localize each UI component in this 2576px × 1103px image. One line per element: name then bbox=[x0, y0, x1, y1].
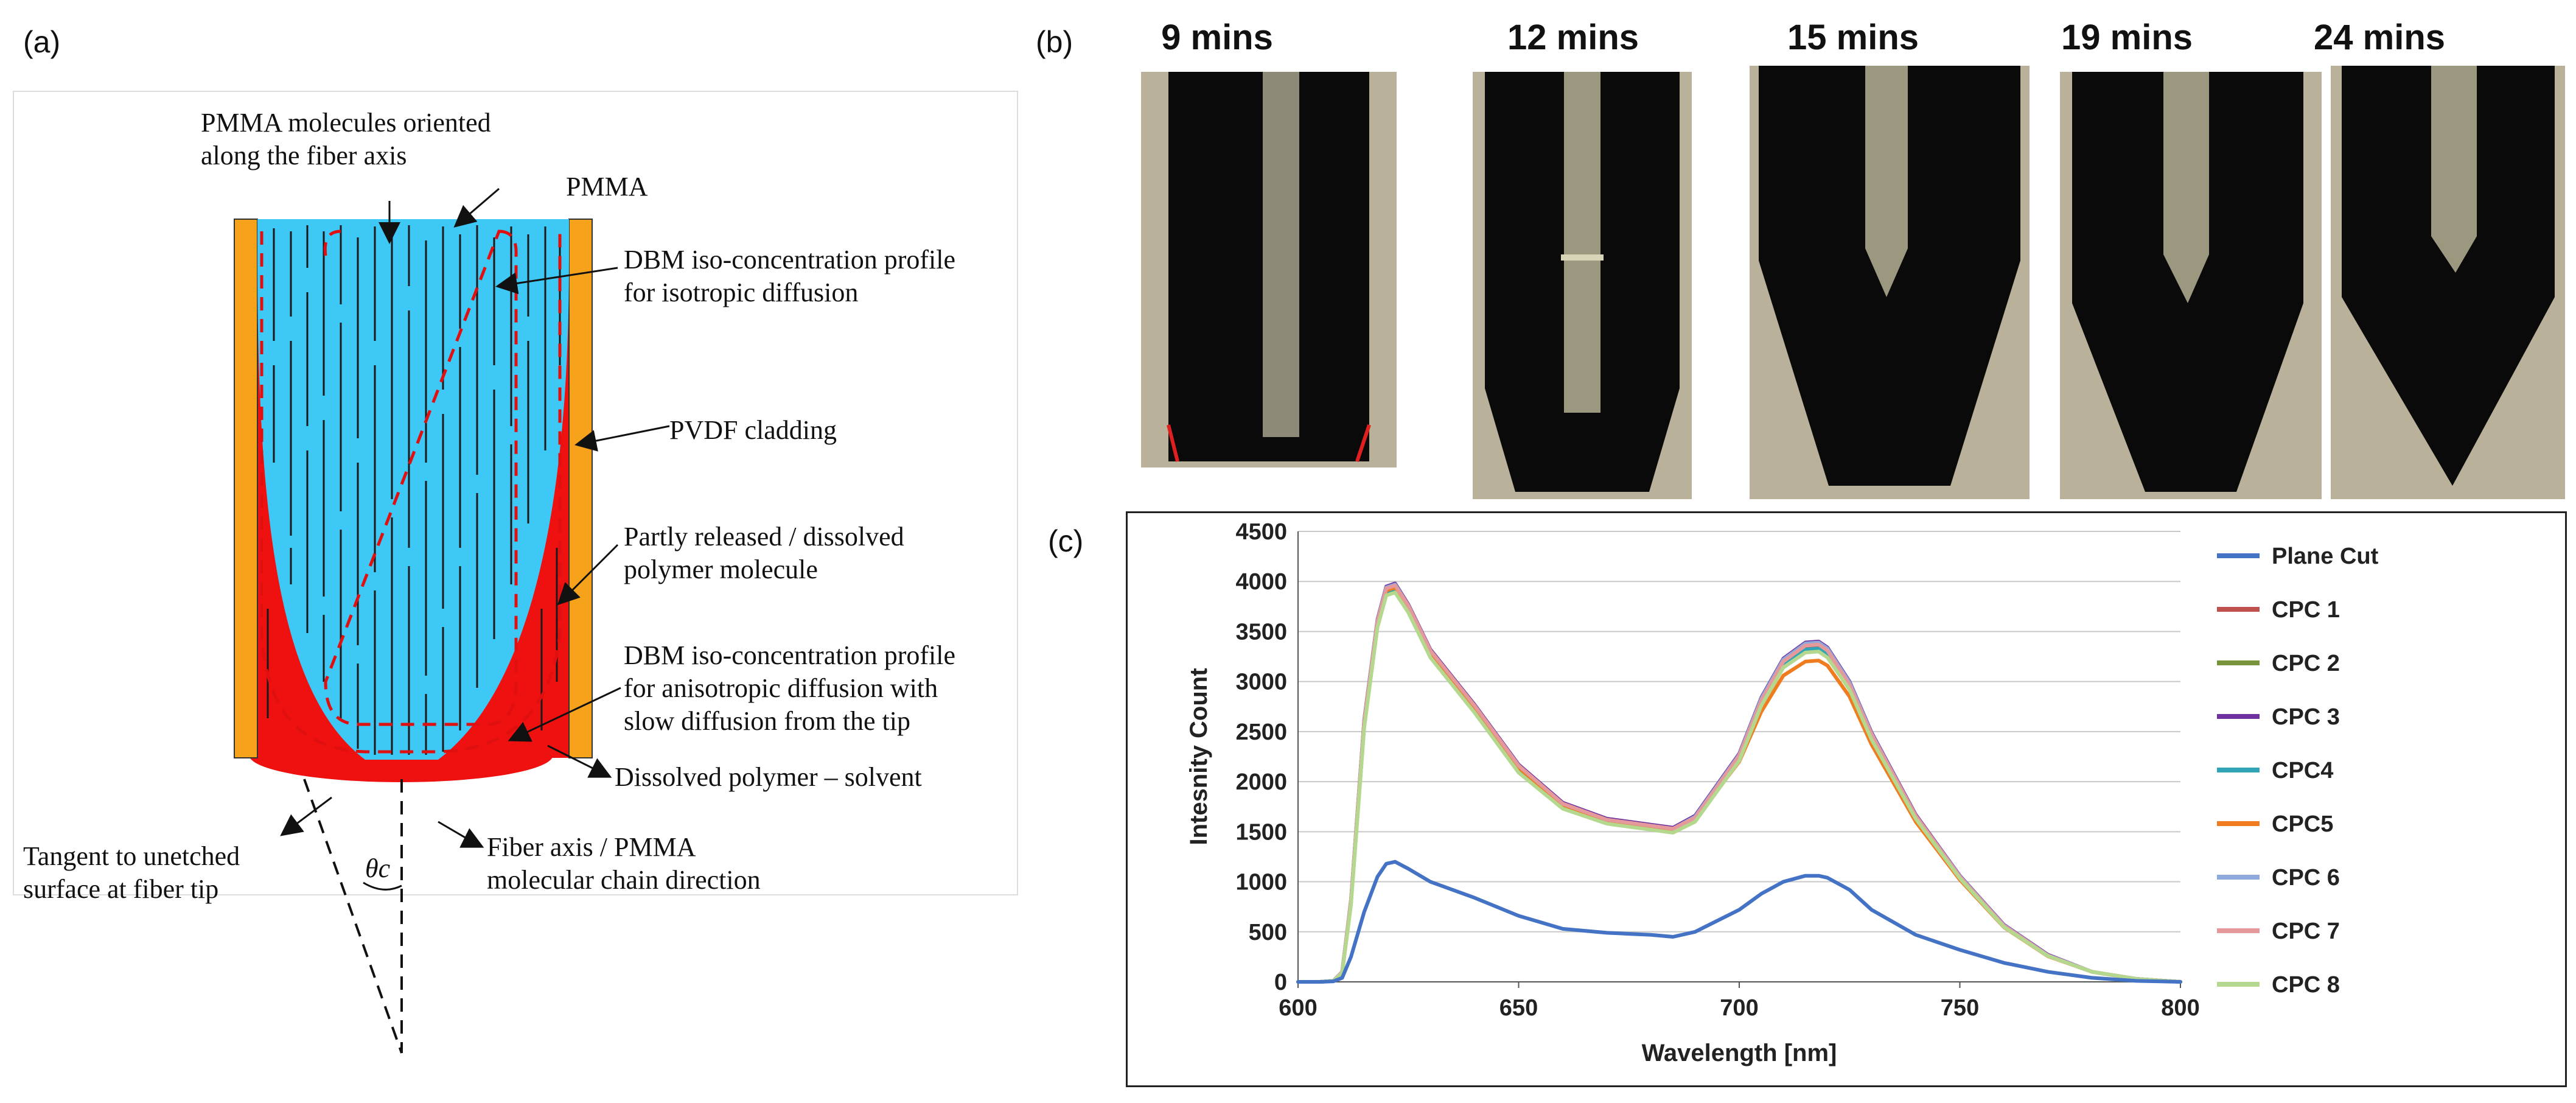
panel-label-b: (b) bbox=[1036, 25, 1073, 59]
annotation-tangent-line1: Tangent to unetched bbox=[23, 841, 240, 871]
isotropic-profile bbox=[260, 231, 562, 754]
legend-label: CPC4 bbox=[2272, 758, 2333, 783]
series-line-cpc-3 bbox=[1296, 581, 2182, 984]
annotation-tangent-line2: surface at fiber tip bbox=[23, 874, 219, 904]
x-tick-label: 600 bbox=[1279, 995, 1317, 1021]
legend-label: CPC 7 bbox=[2272, 919, 2340, 944]
annotation-partly-line1: Partly released / dissolved bbox=[624, 522, 904, 552]
photo-title-15: 15 mins bbox=[1787, 18, 1919, 57]
annotation-dbm-aniso-line3: slow diffusion from the tip bbox=[624, 706, 910, 736]
spectrum-chart: 0 500 1000 1500 2000 2500 3000 3500 4000 4500 600 6… bbox=[1126, 511, 2567, 1087]
y-tick-label: 3500 bbox=[1235, 619, 1287, 645]
y-tick-label: 1500 bbox=[1235, 819, 1287, 845]
diagram-frame bbox=[13, 91, 1018, 895]
y-tick-label: 500 bbox=[1249, 920, 1287, 945]
x-tick-label: 750 bbox=[1941, 995, 1979, 1021]
annotation-pmma: PMMA bbox=[566, 172, 648, 201]
series-line-cpc-8 bbox=[1296, 590, 2182, 984]
legend-label: CPC 1 bbox=[2272, 597, 2340, 623]
y-tick-label: 4000 bbox=[1235, 569, 1287, 595]
legend-label: CPC 2 bbox=[2272, 651, 2340, 676]
y-tick-label: 0 bbox=[1274, 970, 1287, 995]
y-tick-label: 2500 bbox=[1235, 720, 1287, 745]
annotation-dbm-aniso-line1: DBM iso-concentration profile bbox=[624, 640, 955, 670]
panel-label-c: (c) bbox=[1048, 524, 1084, 558]
cladding-right bbox=[568, 219, 593, 758]
tangent-line bbox=[303, 779, 403, 1054]
annotation-axis-line2: molecular chain direction bbox=[487, 865, 761, 895]
annotation-arrows bbox=[280, 187, 670, 848]
legend-label: Plane Cut bbox=[2272, 544, 2379, 569]
photo-title-12: 12 mins bbox=[1507, 18, 1639, 57]
molecule-lines bbox=[273, 225, 561, 755]
micrograph-15-mins bbox=[1750, 66, 2030, 499]
micrograph-9-mins bbox=[1141, 72, 1397, 467]
series-line-cpc-7 bbox=[1296, 583, 2182, 984]
theta-label: θc bbox=[365, 853, 391, 883]
series-line-cpc-6 bbox=[1296, 583, 2182, 984]
micrograph-12-mins bbox=[1473, 72, 1692, 499]
y-tick-label: 4500 bbox=[1235, 519, 1287, 545]
photo-title-19: 19 mins bbox=[2061, 18, 2193, 57]
annotation-pvdf: PVDF cladding bbox=[669, 415, 837, 445]
spectrum-plot: 0 500 1000 1500 2000 2500 3000 3500 4000 4500 600 6… bbox=[1185, 519, 2379, 1066]
anisotropic-profile bbox=[323, 229, 518, 726]
schematic-drawing bbox=[13, 91, 1018, 1054]
cladding-left bbox=[234, 219, 258, 758]
y-tick-label: 2000 bbox=[1235, 769, 1287, 795]
annotation-dissolved: Dissolved polymer – solvent bbox=[615, 762, 922, 792]
pmma-core bbox=[257, 219, 569, 760]
legend-label: CPC 8 bbox=[2272, 972, 2340, 998]
legend-label: CPC 3 bbox=[2272, 704, 2340, 730]
y-tick-label: 3000 bbox=[1235, 670, 1287, 695]
y-tick-label: 1000 bbox=[1235, 870, 1287, 895]
x-axis-title: Wavelength [nm] bbox=[1642, 1040, 1837, 1066]
x-tick-label: 800 bbox=[2161, 995, 2199, 1021]
photo-title-9: 9 mins bbox=[1161, 18, 1273, 57]
annotation-dbm-iso-line2: for isotropic diffusion bbox=[624, 278, 859, 307]
fiber-tip-schematic: PMMA molecules oriented along the fiber … bbox=[0, 0, 1035, 1100]
annotation-partly-line2: polymer molecule bbox=[624, 555, 818, 584]
photo-title-24: 24 mins bbox=[2314, 18, 2445, 57]
legend-label: CPC 6 bbox=[2272, 865, 2340, 891]
micrograph-19-mins bbox=[2060, 72, 2322, 499]
annotation-dbm-iso-line1: DBM iso-concentration profile bbox=[624, 245, 955, 275]
annotation-dbm-aniso-line2: for anisotropic diffusion with bbox=[624, 673, 938, 703]
series-line-plane-cut bbox=[1296, 860, 2182, 984]
y-axis-title: Intesnity Count bbox=[1185, 668, 1212, 845]
micrograph-24-mins bbox=[2331, 66, 2565, 499]
annotation-axis-line1: Fiber axis / PMMA bbox=[487, 832, 696, 862]
theta-arc bbox=[363, 881, 402, 891]
legend-label: CPC5 bbox=[2272, 811, 2333, 837]
panel-label-a: (a) bbox=[23, 25, 61, 59]
annotation-oriented-line1: PMMA molecules oriented bbox=[201, 108, 491, 138]
annotation-oriented-line2: along the fiber axis bbox=[201, 141, 407, 170]
x-tick-label: 650 bbox=[1499, 995, 1538, 1021]
x-tick-label: 700 bbox=[1720, 995, 1758, 1021]
